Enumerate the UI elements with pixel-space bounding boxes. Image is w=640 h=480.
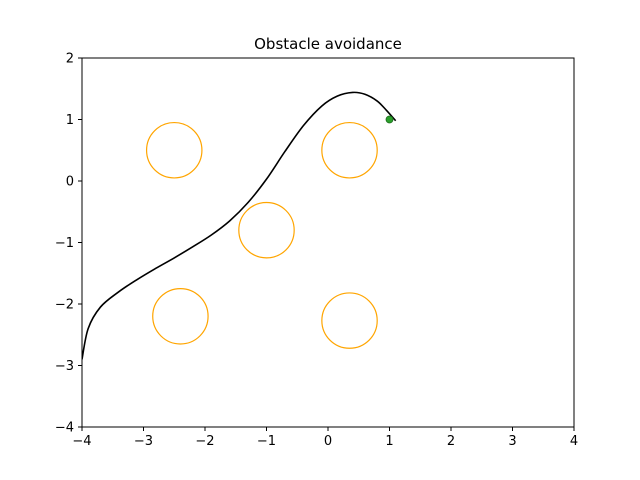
x-tick-label: 0 bbox=[324, 434, 332, 449]
y-tick-label: −2 bbox=[55, 298, 74, 313]
plot-content bbox=[82, 91, 397, 360]
chart-title: Obstacle avoidance bbox=[254, 35, 402, 53]
y-tick-label: 2 bbox=[66, 52, 74, 67]
y-tick-label: −3 bbox=[55, 359, 74, 374]
obstacle-circle-1 bbox=[145, 121, 203, 179]
goal-marker bbox=[385, 115, 394, 124]
obstacle-circle-2 bbox=[321, 121, 378, 179]
x-tick-label: −2 bbox=[195, 434, 214, 449]
y-tick-label: 0 bbox=[66, 175, 74, 190]
trajectory-line bbox=[82, 91, 397, 360]
y-tick-label: −4 bbox=[55, 421, 74, 436]
x-tick-label: −3 bbox=[134, 434, 153, 449]
x-tick-label: 3 bbox=[508, 434, 516, 449]
x-tick-label: −4 bbox=[72, 434, 91, 449]
x-tick-label: 1 bbox=[385, 434, 393, 449]
x-tick-label: −1 bbox=[257, 434, 276, 449]
x-tick-label: 2 bbox=[447, 434, 455, 449]
obstacle-circle-4 bbox=[152, 288, 209, 345]
x-tick-label: 4 bbox=[570, 434, 578, 449]
y-tick-label: −1 bbox=[55, 236, 74, 251]
plot-area: −4 −3 −2 −1 0 1 2 3 4 −4 −3 −2 −1 0 1 2 bbox=[55, 52, 578, 450]
obstacle-circle-5 bbox=[321, 292, 378, 349]
y-tick-label: 1 bbox=[66, 113, 74, 128]
obstacle-circle-3 bbox=[238, 201, 295, 259]
